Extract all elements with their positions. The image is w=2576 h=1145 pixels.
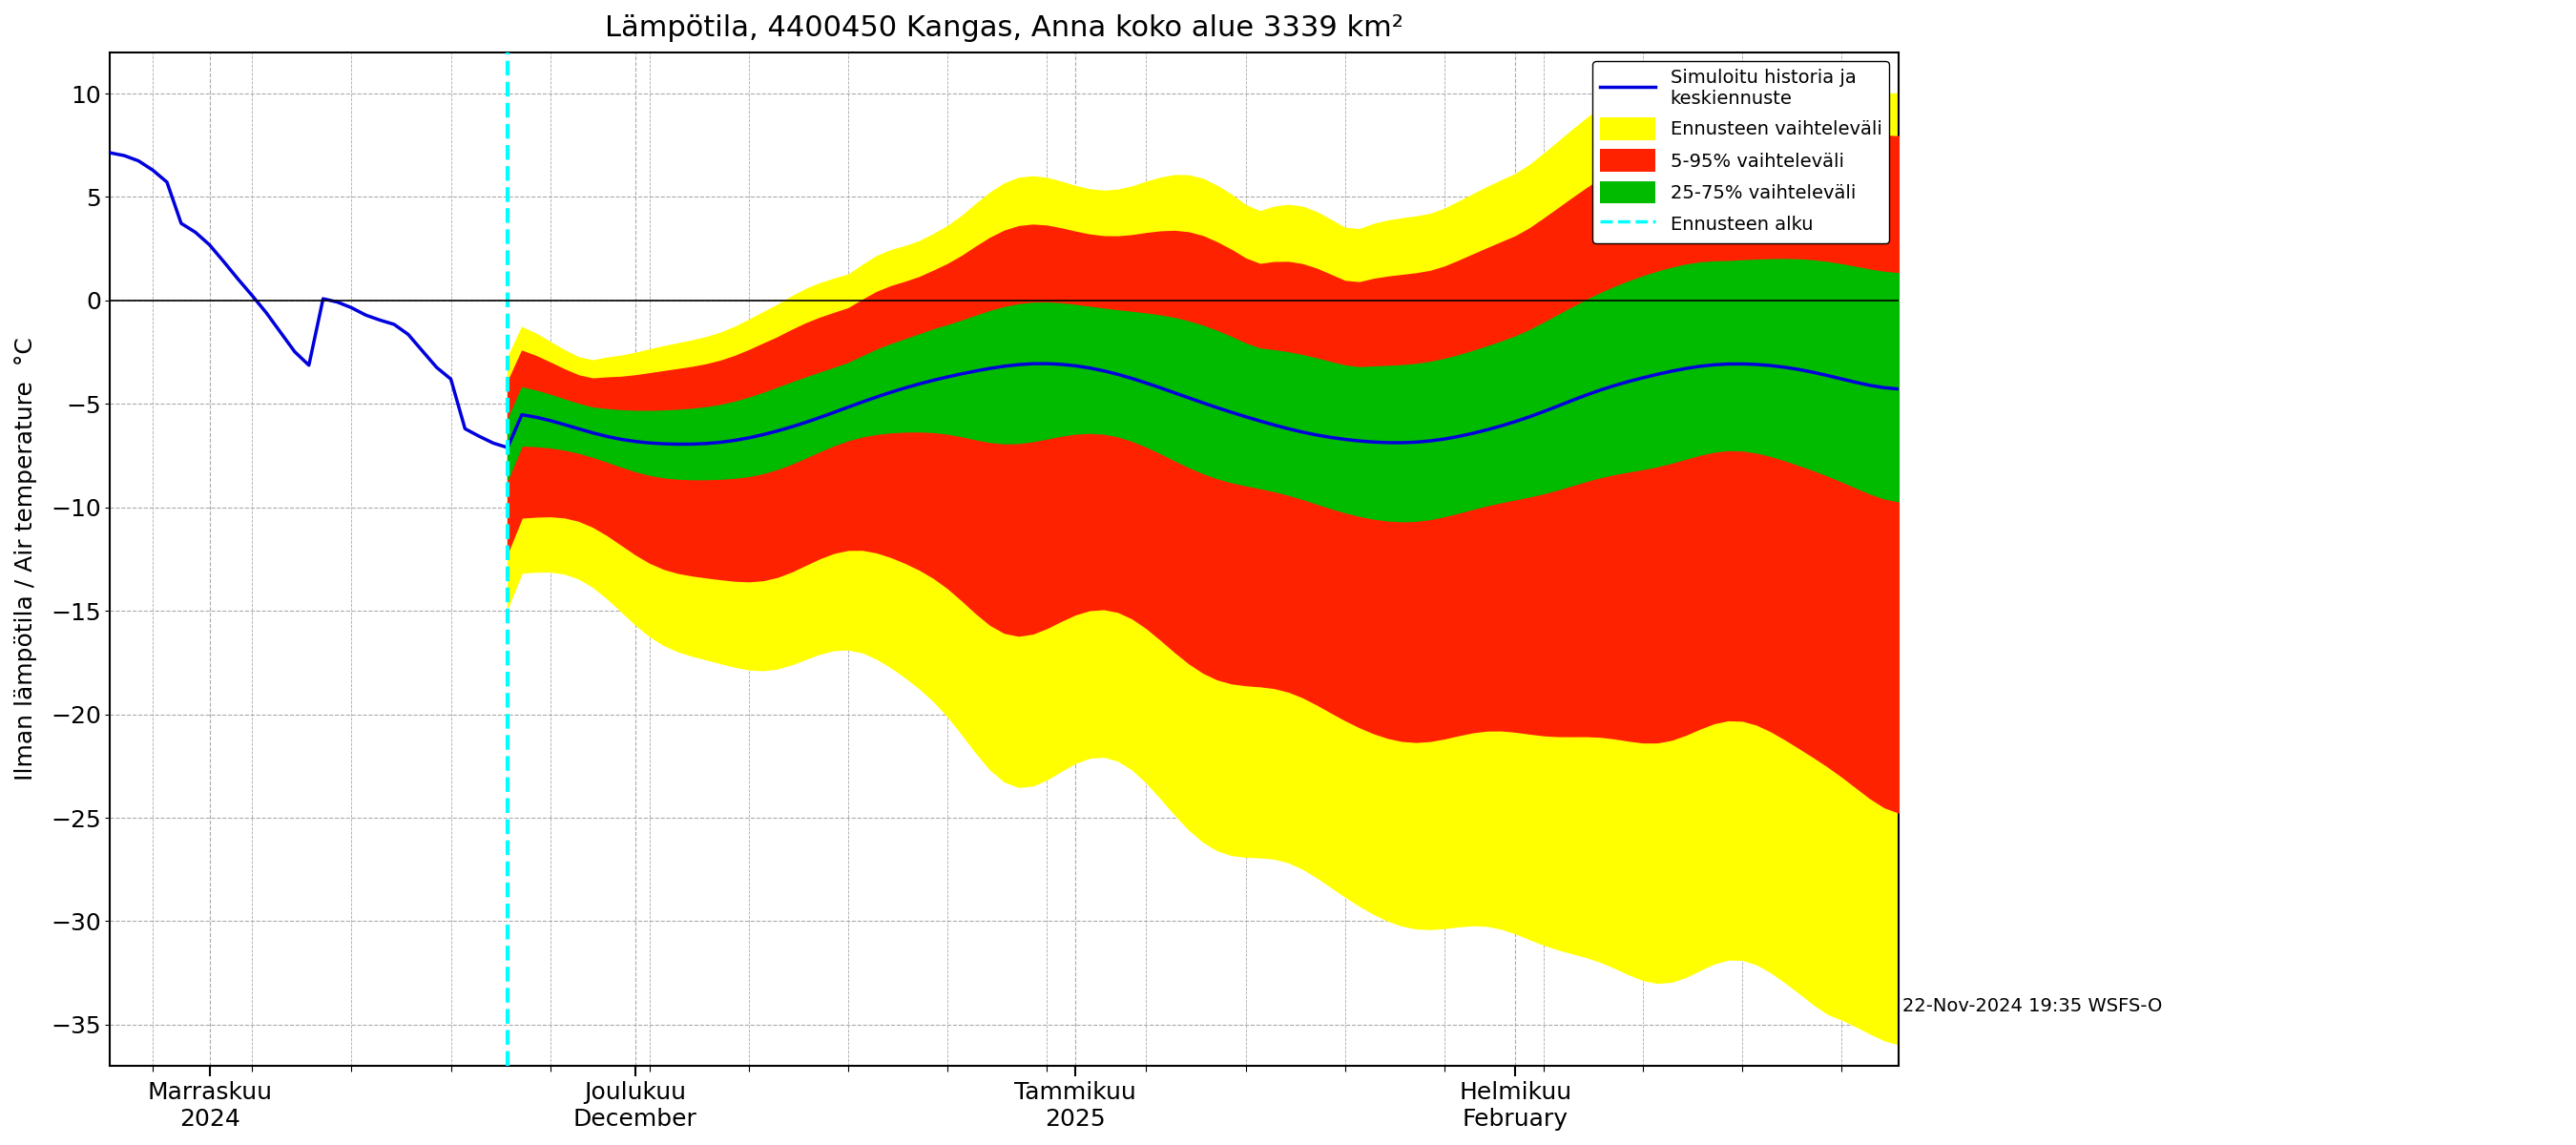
Legend: Simuloitu historia ja
keskiennuste, Ennusteen vaihteleväli, 5-95% vaihteleväli, : Simuloitu historia ja keskiennuste, Ennu…	[1592, 62, 1888, 243]
Text: 22-Nov-2024 19:35 WSFS-O: 22-Nov-2024 19:35 WSFS-O	[1901, 997, 2161, 1016]
Y-axis label: Ilman lämpötila / Air temperature  °C: Ilman lämpötila / Air temperature °C	[15, 338, 36, 781]
Title: Lämpötila, 4400450 Kangas, Anna koko alue 3339 km²: Lämpötila, 4400450 Kangas, Anna koko alu…	[605, 14, 1404, 42]
